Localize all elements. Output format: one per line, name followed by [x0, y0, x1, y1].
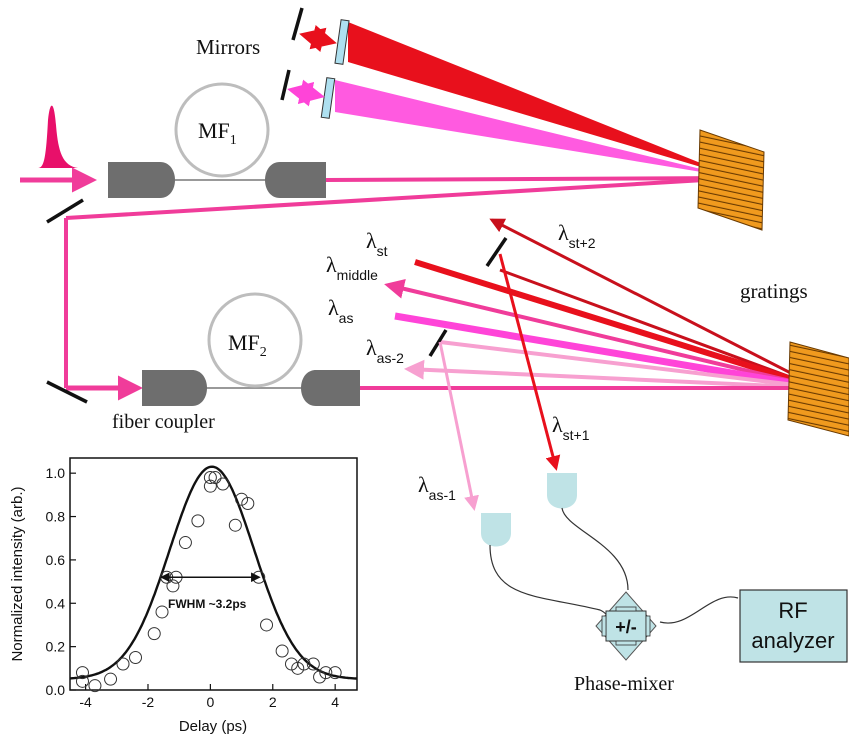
data-point: [191, 514, 205, 528]
top-mirror-magenta: [320, 77, 336, 119]
rf-analyzer-box: [739, 589, 848, 663]
grating-2: [787, 341, 849, 437]
y-tick-label: 0.4: [46, 595, 66, 611]
data-point: [216, 477, 230, 491]
y-tick-label: 0.0: [46, 682, 66, 698]
lambda-as2-label: λas-2: [366, 335, 404, 366]
data-point: [75, 674, 89, 688]
x-tick-label: 2: [269, 694, 277, 710]
lambda-st2-label: λst+2: [558, 220, 596, 251]
data-point: [241, 497, 255, 511]
data-point: [147, 627, 161, 641]
fwhm-annotation: FWHM ~3.2ps: [168, 597, 247, 611]
x-tick-label: 4: [331, 694, 339, 710]
gratings-label: gratings: [740, 279, 808, 303]
mf1-left-coupler: [108, 162, 175, 198]
data-point: [203, 479, 217, 493]
phase-mixer-label: Phase-mixer: [574, 673, 674, 695]
grating-1: [697, 129, 765, 231]
data-point: [203, 471, 217, 485]
beam-middle: [384, 278, 821, 390]
mirror-arrow-magenta: [287, 79, 325, 107]
lambda-as-label: λas: [328, 295, 353, 326]
lambda-st-label: λst: [366, 228, 388, 259]
cable-st1: [561, 507, 629, 591]
data-point: [129, 650, 143, 664]
beam-st1: [498, 253, 561, 471]
autocorrelation-chart: -4 -2 0 2 4 0.0 0.2 0.4 0.6 0.8 1.0 Delay (ps) Nor…: [9, 457, 358, 735]
beam-as-b: [439, 340, 821, 390]
beam-as: [394, 312, 821, 392]
detector-st1: [547, 473, 577, 509]
red-fan-beam: [348, 22, 738, 178]
beam-st2: [489, 218, 821, 390]
detector-as1: [481, 513, 511, 547]
data-point: [228, 518, 242, 532]
data-point: [88, 679, 102, 693]
mf1-right-coupler: [265, 162, 326, 198]
beam-as1: [438, 341, 479, 511]
grating1-return-beam: [65, 176, 739, 220]
rf-line2: analyzer: [751, 628, 834, 653]
black-mirror-1: [291, 7, 304, 41]
data-point: [297, 657, 311, 671]
beam-as2: [404, 359, 821, 390]
data-point: [104, 672, 118, 686]
chart-y-label: Normalized intensity (arb.): [9, 486, 26, 661]
data-point: [260, 618, 274, 632]
cable-as1: [489, 544, 613, 623]
mf2-label: MF2: [228, 330, 267, 360]
x-tick-label: 0: [206, 694, 214, 710]
beam-st: [414, 259, 821, 391]
mf2-loop: [207, 292, 303, 388]
steering-mirror-2: [46, 380, 88, 404]
mf1-output-beam: [324, 176, 739, 182]
data-point: [319, 666, 333, 680]
magenta-fan-beam: [335, 80, 738, 178]
mf2-right-coupler: [301, 370, 360, 406]
x-tick-label: -2: [142, 694, 155, 710]
input-pulse-icon: [38, 105, 78, 168]
data-point: [208, 471, 222, 485]
fiber-coupler-label: fiber coupler: [112, 411, 215, 433]
mirrors-label: Mirrors: [196, 35, 260, 59]
data-point: [275, 644, 289, 658]
data-point: [328, 666, 342, 680]
x-tick-label: -4: [79, 694, 92, 710]
mirror-arrow-red: [299, 25, 337, 52]
chart-x-label: Delay (ps): [179, 718, 247, 735]
data-point: [75, 666, 89, 680]
st-mirror: [485, 237, 508, 267]
chart-marks: -4 -2 0 2 4 0.0 0.2 0.4 0.6 0.8 1.0: [46, 465, 357, 710]
phase-mixer: [595, 591, 657, 661]
steering-mirror-1: [46, 198, 84, 224]
y-tick-label: 0.6: [46, 552, 66, 568]
black-mirror-2: [280, 69, 291, 101]
mf2-left-coupler: [142, 370, 207, 406]
y-tick-label: 0.8: [46, 509, 66, 525]
cable-rf: [659, 596, 739, 624]
mixer-symbol: +/-: [615, 617, 637, 637]
lambda-middle-label: λmiddle: [326, 252, 378, 283]
rf-line1: RF: [778, 598, 807, 623]
mf1-label: MF1: [198, 118, 237, 148]
lambda-st1-label: λst+1: [552, 412, 590, 443]
lambda-as1-label: λas-1: [418, 472, 456, 503]
data-point: [306, 657, 320, 671]
data-point: [178, 536, 192, 550]
data-point: [116, 657, 130, 671]
data-point: [155, 605, 169, 619]
mf1-loop: [174, 82, 270, 178]
y-tick-label: 1.0: [46, 465, 66, 481]
y-tick-label: 0.2: [46, 639, 66, 655]
top-mirror-red: [334, 19, 350, 65]
as-mirror: [428, 329, 448, 357]
chart-plot-frame: [69, 457, 358, 691]
